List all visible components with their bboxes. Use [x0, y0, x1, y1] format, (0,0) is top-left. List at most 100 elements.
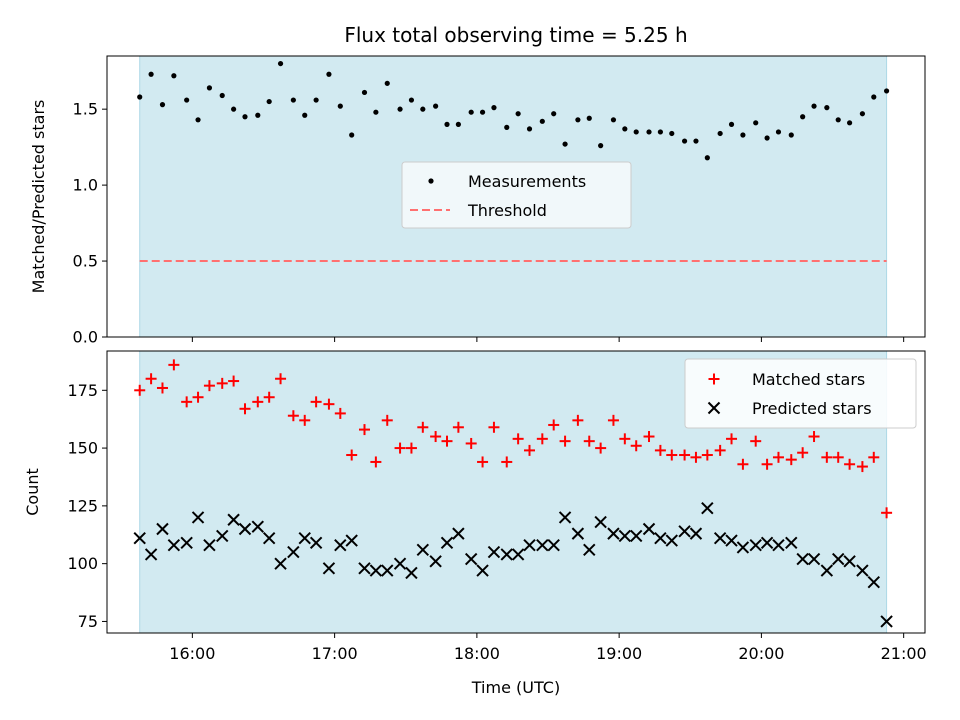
- measurement-point: [657, 129, 663, 135]
- predicted-stars-point: [678, 525, 691, 538]
- matched-stars-point: [145, 373, 157, 385]
- count-panel: 16:00 17:00 18:00 19:00 20:00 21:00 75 100 125 15…: [23, 350, 927, 697]
- matched-stars-point: [430, 431, 442, 443]
- measurement-point: [433, 103, 439, 109]
- measurement-point: [255, 112, 261, 118]
- matched-stars-point: [168, 359, 180, 371]
- measurement-point: [242, 114, 248, 120]
- predicted-stars-point: [689, 527, 703, 540]
- measurement-point: [764, 135, 770, 141]
- predicted-stars-point: [156, 522, 169, 536]
- predicted-stars-point: [749, 538, 762, 552]
- predicted-stars-point: [630, 529, 643, 543]
- measurement-point: [266, 98, 272, 105]
- p1-y-tick-label: 1.5: [73, 100, 98, 119]
- measurement-point: [610, 117, 617, 123]
- predicted-stars-point: [843, 555, 856, 568]
- matched-stars-point: [772, 451, 784, 463]
- predicted-stars-point: [334, 538, 347, 552]
- measurement-point: [728, 121, 735, 127]
- x-axis-label: Time (UTC): [471, 678, 560, 697]
- predicted-stars-point: [298, 532, 311, 545]
- p2-y-tick-label: 175: [67, 381, 98, 400]
- x-tick-label: 20:00: [738, 644, 784, 663]
- measurement-point: [717, 130, 723, 137]
- predicted-stars-point: [358, 562, 371, 575]
- measurement-point: [313, 97, 319, 103]
- measurement-point: [491, 105, 497, 111]
- predicted-stars-point: [511, 548, 525, 561]
- measurement-point: [740, 132, 746, 138]
- predicted-stars-point: [618, 529, 632, 543]
- predicted-stars-point: [654, 532, 667, 545]
- predicted-stars-point: [405, 566, 418, 580]
- matched-stars-point: [203, 380, 215, 392]
- ratio-panel: 0.0 0.5 1.0 1.5 Matched/Predicted stars Mea…: [29, 55, 926, 347]
- predicted-stars-point: [880, 615, 893, 628]
- chart-title: Flux total observing time = 5.25 h: [344, 23, 687, 47]
- matched-stars-point: [856, 461, 868, 473]
- matched-stars-point: [441, 435, 453, 447]
- measurement-point: [137, 94, 143, 100]
- matched-stars-point: [465, 437, 477, 449]
- p2-y-tick-label: 100: [67, 554, 98, 573]
- predicted-stars-point: [309, 536, 323, 550]
- matched-stars-point: [572, 414, 584, 426]
- count-panel-ticks: 16:00 17:00 18:00 19:00 20:00 21:00 75 100 125 15…: [67, 381, 926, 663]
- threshold-legend-label: Threshold: [467, 201, 547, 220]
- measurement-point: [171, 73, 177, 79]
- matched-stars-point: [488, 421, 500, 433]
- predicted-stars-point: [736, 541, 750, 554]
- predicted-stars-point: [203, 538, 216, 552]
- measurement-point: [408, 97, 415, 103]
- measurement-point: [704, 155, 710, 161]
- matched-stars-point: [821, 451, 833, 463]
- measurement-point: [373, 109, 379, 115]
- measurement-point: [562, 141, 568, 147]
- measurement-point: [384, 80, 390, 86]
- predicted-stars-point: [760, 536, 774, 550]
- matched-stars-point: [216, 377, 228, 389]
- matched-stars-point: [358, 424, 370, 436]
- predicted-stars-point: [393, 557, 407, 570]
- matched-stars-point: [334, 407, 346, 419]
- matched-stars-point: [263, 391, 275, 403]
- matched-stars-point: [346, 449, 358, 461]
- predicted-stars-point: [820, 564, 834, 577]
- count-points: [133, 359, 893, 628]
- matched-stars-point: [583, 435, 595, 447]
- measurement-point: [575, 117, 581, 123]
- p2-y-tick-label: 75: [78, 612, 98, 631]
- predicted-stars-point: [262, 532, 276, 545]
- matched-stars-point: [690, 451, 702, 463]
- predicted-stars-point: [867, 575, 880, 589]
- predicted-stars-point: [144, 548, 158, 561]
- predicted-stars-point: [500, 548, 513, 561]
- measurement-point: [444, 121, 450, 127]
- measurement-point: [206, 85, 213, 91]
- predicted-stars-point: [227, 513, 240, 526]
- predicted-stars-point: [856, 564, 869, 577]
- count-panel-ylabel: Count: [23, 468, 42, 516]
- predicted-stars-point: [785, 536, 798, 550]
- matched-stars-point: [619, 433, 631, 445]
- matched-stars-point: [714, 444, 726, 456]
- measurement-point: [361, 89, 368, 96]
- measurement-point: [669, 130, 675, 137]
- measurement-point: [598, 143, 604, 149]
- measurement-point: [302, 112, 308, 118]
- measurement-point: [693, 138, 699, 144]
- predicted-stars-point: [642, 522, 656, 536]
- p1-y-tick-label: 1.0: [73, 176, 98, 195]
- predicted-stars-point: [381, 564, 394, 577]
- matched-stars-point: [228, 375, 240, 387]
- predicted-stars-point: [523, 538, 536, 552]
- matched-stars-point: [252, 396, 264, 408]
- p2-y-tick-label: 150: [67, 439, 98, 458]
- predicted-stars-point: [452, 527, 465, 540]
- predicted-stars-point: [429, 555, 442, 568]
- measurement-point: [219, 92, 225, 99]
- measurement-point: [539, 118, 545, 124]
- matched-stars-point: [785, 454, 797, 466]
